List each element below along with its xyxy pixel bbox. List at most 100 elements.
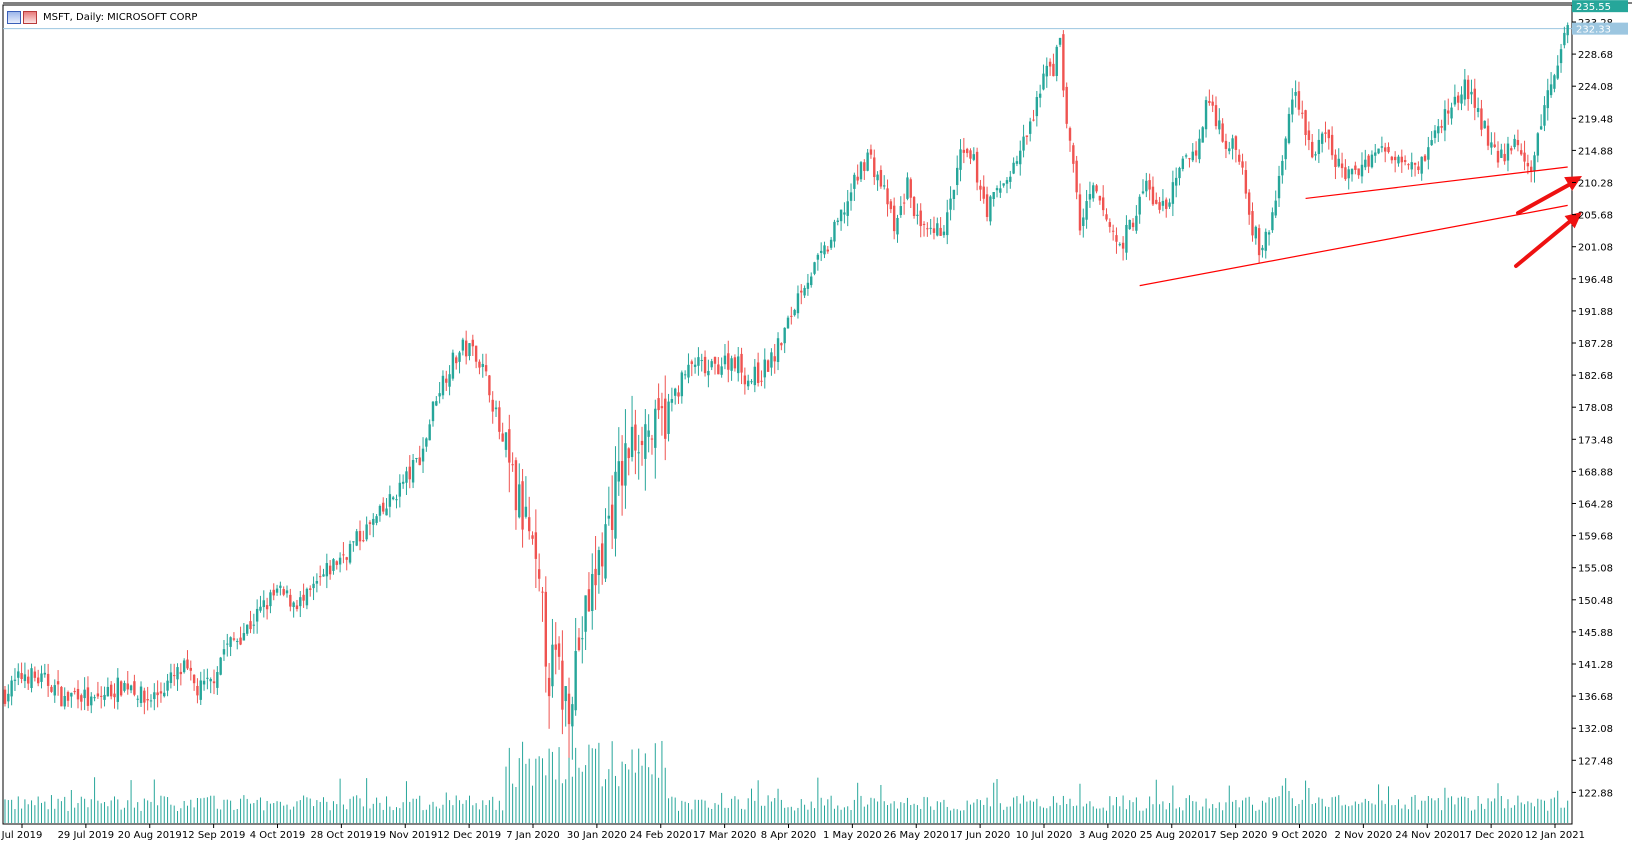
candle-body bbox=[1218, 120, 1221, 130]
candle-body bbox=[378, 505, 382, 516]
candle-body bbox=[1506, 143, 1510, 161]
candle-body bbox=[902, 202, 906, 204]
candle-body bbox=[534, 532, 538, 559]
x-tick-label: 9 Oct 2020 bbox=[1272, 830, 1327, 841]
candle-body bbox=[1364, 159, 1367, 168]
candle-body bbox=[1098, 195, 1102, 201]
candle-body bbox=[836, 220, 839, 222]
candle-body bbox=[1500, 149, 1503, 158]
candle-body bbox=[33, 671, 37, 678]
candle-body bbox=[1267, 232, 1271, 235]
candle-body bbox=[594, 568, 597, 586]
candle-body bbox=[464, 340, 468, 357]
candle-body bbox=[27, 676, 30, 684]
candle-body bbox=[1483, 120, 1486, 129]
candle-body bbox=[56, 681, 60, 685]
candle-body bbox=[182, 660, 186, 673]
candle-body bbox=[770, 352, 773, 368]
candle-body bbox=[279, 585, 282, 588]
candle-body bbox=[398, 482, 402, 497]
x-tick-label: 17 Jun 2020 bbox=[950, 830, 1010, 841]
candle-body bbox=[216, 672, 219, 688]
candle-body bbox=[365, 524, 368, 540]
candle-body bbox=[932, 228, 936, 233]
candle-body bbox=[418, 457, 421, 466]
candle-body bbox=[793, 309, 796, 316]
candle-body bbox=[806, 282, 810, 289]
candle-body bbox=[959, 149, 962, 170]
candle-body bbox=[103, 694, 106, 700]
candle-body bbox=[670, 399, 674, 403]
candle-body bbox=[746, 380, 750, 387]
candle-body bbox=[133, 681, 136, 695]
candle-body bbox=[209, 678, 212, 682]
candle-body bbox=[839, 209, 843, 222]
candle-body bbox=[737, 356, 740, 374]
candle-body bbox=[239, 637, 242, 645]
candle-body bbox=[1413, 162, 1417, 165]
candle-body bbox=[1168, 202, 1171, 207]
trend-line bbox=[1305, 166, 1568, 200]
candle-body bbox=[581, 638, 584, 640]
candle-body bbox=[800, 290, 803, 293]
candle-body bbox=[1055, 46, 1058, 76]
candle-body bbox=[946, 212, 949, 236]
candle-body bbox=[551, 644, 554, 687]
candle-body bbox=[1015, 161, 1019, 164]
candle-body bbox=[965, 148, 969, 154]
candle-body bbox=[833, 221, 836, 242]
candle-body bbox=[1125, 224, 1128, 253]
candle-body bbox=[255, 608, 259, 622]
candle-body bbox=[790, 315, 793, 317]
candle-body bbox=[1377, 148, 1380, 154]
candle-body bbox=[1294, 92, 1297, 96]
candle-body bbox=[395, 499, 398, 501]
candle-body bbox=[1184, 155, 1188, 157]
candle-body bbox=[1042, 73, 1045, 90]
candle-body bbox=[245, 624, 249, 634]
candle-body bbox=[474, 345, 478, 362]
candle-body bbox=[899, 206, 903, 216]
candle-body bbox=[687, 364, 690, 378]
candle-body bbox=[989, 196, 992, 222]
candle-body bbox=[504, 432, 508, 450]
candle-body bbox=[999, 188, 1002, 193]
candle-body bbox=[1188, 158, 1191, 160]
candle-body bbox=[780, 343, 783, 346]
candle-body bbox=[673, 388, 677, 396]
candle-body bbox=[471, 339, 475, 347]
candle-body bbox=[1559, 49, 1563, 64]
candle-body bbox=[969, 150, 972, 159]
y-tick-label: 141.28 bbox=[1578, 660, 1613, 671]
candle-body bbox=[776, 338, 780, 362]
candle-body bbox=[1208, 100, 1211, 103]
candle-body bbox=[70, 692, 73, 697]
candle-body bbox=[574, 651, 577, 711]
candle-body bbox=[53, 685, 56, 696]
y-tick-label: 187.28 bbox=[1578, 339, 1613, 350]
candle-body bbox=[80, 695, 83, 702]
candle-body bbox=[869, 149, 873, 155]
candle-body bbox=[1324, 132, 1327, 134]
candle-body bbox=[1224, 140, 1228, 149]
candle-body bbox=[1437, 126, 1440, 134]
candle-body bbox=[1191, 151, 1194, 161]
candle-body bbox=[136, 698, 139, 700]
candle-body bbox=[630, 426, 634, 458]
candle-body bbox=[1460, 94, 1463, 104]
candle-body bbox=[232, 638, 236, 640]
candle-body bbox=[202, 680, 206, 685]
candle-body bbox=[1254, 226, 1258, 239]
candle-body bbox=[1433, 130, 1437, 138]
chart-type-icon[interactable] bbox=[7, 10, 37, 24]
candle-body bbox=[3, 689, 7, 704]
candle-body bbox=[992, 191, 995, 200]
candle-body bbox=[405, 471, 408, 483]
candle-body bbox=[299, 597, 302, 607]
candle-body bbox=[995, 188, 999, 191]
candle-body bbox=[1247, 192, 1251, 215]
candle-body bbox=[640, 440, 644, 446]
candle-body bbox=[1430, 140, 1433, 146]
candle-body bbox=[564, 686, 567, 702]
x-tick-label: 19 Nov 2019 bbox=[373, 830, 437, 841]
